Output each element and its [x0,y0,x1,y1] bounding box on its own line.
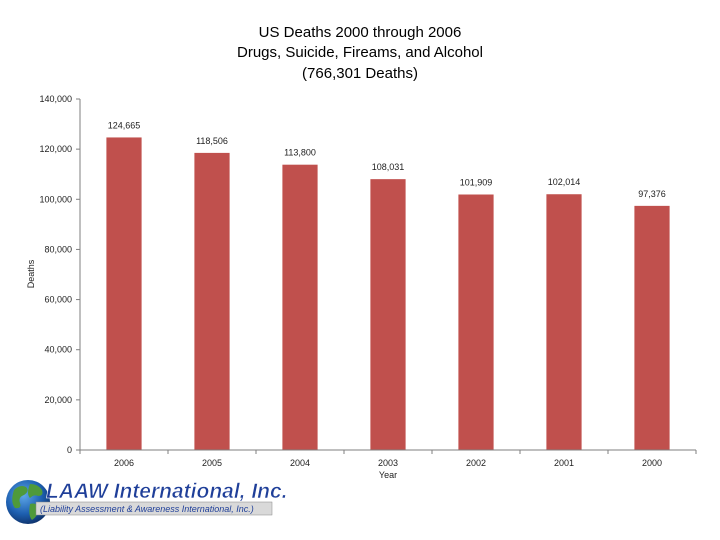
company-logo: LAAW International, Inc. (Liability Asse… [6,480,288,524]
x-tick-label-2000: 2000 [642,458,662,468]
chart-title-line-3: (766,301 Deaths) [302,65,418,82]
y-tick-label: 60,000 [44,295,72,305]
bar-2000 [634,205,670,450]
x-axis: 2006 2005 2004 2003 2002 2001 2000 [79,449,697,468]
chart-title-line-1: US Deaths 2000 through 2006 [259,24,462,41]
bar-2003 [370,179,406,450]
x-tick-label-2001: 2001 [554,458,574,468]
bar-2002 [458,194,494,450]
x-tick-label-2006: 2006 [114,458,134,468]
x-tick-label-2003: 2003 [378,458,398,468]
x-axis-label: Year [379,470,397,480]
data-label-2000: 97,376 [638,189,666,199]
data-label-2006: 124,665 [108,120,141,130]
y-tick-label: 80,000 [44,244,72,254]
logo-title: LAAW International, Inc. [46,480,288,503]
bar-2004 [282,164,318,451]
x-tick-label-2004: 2004 [290,458,310,468]
data-label-2002: 101,909 [460,177,493,187]
y-axis: 0 20,000 40,000 60,000 80,000 100,000 120,000 1… [39,94,81,455]
y-tick-label: 40,000 [44,345,72,355]
data-label-2005: 118,506 [196,136,228,146]
y-tick-label: 100,000 [39,194,72,204]
y-axis-label: Deaths [26,259,36,288]
bar-2006 [106,137,142,451]
x-tick-label-2005: 2005 [202,458,222,468]
bar-2001 [546,194,582,450]
data-label-2003: 108,031 [372,162,405,172]
bar-2005 [194,152,230,450]
y-tick-label: 120,000 [39,144,72,154]
y-tick-label: 20,000 [44,395,72,405]
y-tick-label: 140,000 [39,94,72,104]
data-label-2004: 113,800 [284,148,316,158]
bars: 124,665 118,506 113,800 108,031 101,909 102,0… [106,120,670,451]
data-label-2001: 102,014 [548,177,581,187]
logo-subtitle-bar [35,501,273,516]
y-tick-label: 0 [67,445,72,455]
x-tick-label-2002: 2002 [466,458,486,468]
logo-subtitle: (Liability Assessment & Awareness Intern… [40,504,254,514]
chart-title-line-2: Drugs, Suicide, Fireams, and Alcohol [237,44,483,61]
